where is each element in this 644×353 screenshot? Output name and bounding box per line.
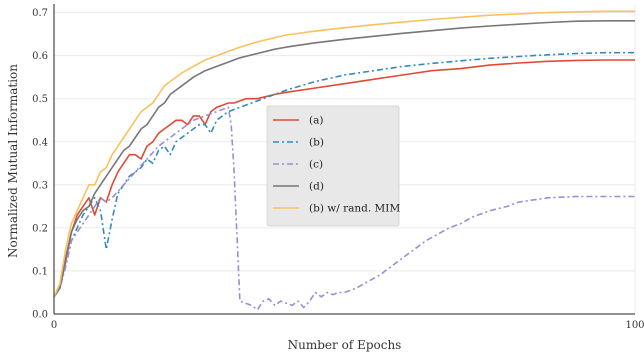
x-tick-label: 100 bbox=[625, 320, 644, 331]
y-tick-label: 0.1 bbox=[32, 266, 48, 277]
series-line-5 bbox=[53, 10, 635, 298]
series-line-4 bbox=[53, 20, 635, 298]
y-tick-label: 0.6 bbox=[32, 51, 48, 62]
y-tick-label: 0.7 bbox=[32, 8, 48, 19]
tick-labels: 0.0 0.1 0.2 0.3 0.4 0.5 0.6 0.7 0 100 bbox=[32, 8, 644, 331]
y-axis-label: Normalized Mutual Information bbox=[6, 64, 20, 258]
legend-label: (a) bbox=[309, 115, 323, 127]
series-line-2 bbox=[53, 51, 635, 298]
series-lines bbox=[53, 10, 635, 311]
y-tick-label: 0.2 bbox=[32, 223, 48, 234]
x-axis-label: Number of Epochs bbox=[288, 338, 402, 352]
legend-box bbox=[266, 105, 400, 227]
series-line-3 bbox=[53, 106, 635, 311]
legend: (a) (b) (c) (d) (b) w/ rand. MIM bbox=[266, 105, 400, 227]
legend-label: (b) w/ rand. MIM bbox=[309, 203, 400, 215]
y-tick-label: 0.5 bbox=[32, 94, 48, 105]
legend-label: (c) bbox=[309, 159, 323, 171]
y-tick-label: 0.4 bbox=[32, 137, 48, 148]
y-tick-label: 0.3 bbox=[32, 180, 48, 191]
x-tick-label: 0 bbox=[51, 320, 57, 331]
axes bbox=[53, 4, 635, 315]
legend-label: (d) bbox=[309, 181, 324, 193]
y-tick-label: 0.0 bbox=[32, 310, 48, 321]
legend-label: (b) bbox=[309, 137, 324, 149]
